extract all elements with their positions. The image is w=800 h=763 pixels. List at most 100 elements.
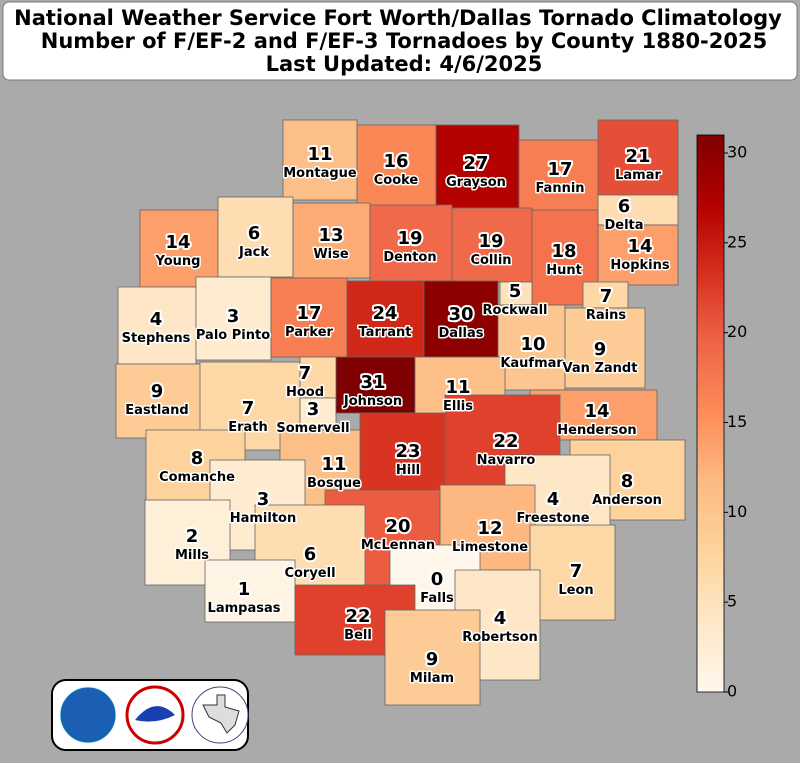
county-name: Bosque (307, 476, 361, 491)
county-name: Milam (410, 671, 454, 686)
county-value: 16 (383, 151, 408, 172)
county-name: Hunt (546, 263, 582, 278)
county-value: 12 (477, 518, 502, 539)
county (117, 286, 197, 365)
county-name: Rockwall (483, 303, 548, 318)
county-name: Somervell (276, 421, 349, 436)
colorbar-tick-label: 5 (727, 592, 737, 611)
county-name: Kaufman (500, 356, 565, 371)
county-name: Falls (420, 591, 454, 606)
county-value: 9 (594, 339, 607, 360)
nws-logo-cloud (135, 706, 175, 722)
county (582, 281, 629, 309)
county-value: 9 (426, 649, 439, 670)
county-name: Parker (285, 325, 333, 340)
colorbar-tick-label: 15 (727, 412, 747, 431)
county-value: 3 (307, 399, 320, 420)
county-value: 6 (248, 223, 261, 244)
county-value: 11 (321, 454, 346, 475)
county-name: Denton (383, 250, 436, 265)
updated-note: Last Updated: 4/6/2025 (266, 52, 543, 76)
county-name: Navarro (477, 453, 536, 468)
county (497, 304, 566, 391)
county-name: Bell (344, 628, 372, 643)
county-value: 3 (227, 306, 240, 327)
county-name: Stephens (122, 331, 191, 346)
county-value: 9 (151, 381, 164, 402)
colorbar-tick-label: 25 (727, 232, 747, 251)
county-name: Grayson (446, 175, 506, 190)
county-name: Delta (604, 218, 643, 233)
county-value: 10 (520, 334, 545, 355)
county-name: Van Zandt (563, 361, 638, 376)
county-name: Hood (286, 385, 324, 400)
county-value: 27 (463, 153, 488, 174)
title-box (2, 1, 798, 81)
county-name: Henderson (557, 423, 636, 438)
county-name: Tarrant (358, 325, 411, 340)
title: National Weather Service Fort Worth/Dall… (14, 6, 782, 30)
county-value: 0 (431, 569, 444, 590)
county-value: 3 (257, 489, 270, 510)
county-value: 7 (570, 561, 583, 582)
county-value: 5 (509, 281, 522, 302)
county (204, 559, 296, 623)
county (435, 124, 520, 209)
county-value: 14 (627, 236, 652, 257)
county-value: 7 (299, 363, 312, 384)
subtitle: Number of F/EF-2 and F/EF-3 Tornadoes by… (41, 29, 767, 53)
county-value: 8 (191, 448, 204, 469)
county-name: Young (155, 254, 201, 269)
county-value: 1 (238, 579, 251, 600)
county-value: 7 (600, 286, 613, 307)
county-value: 14 (165, 232, 190, 253)
county-name: Robertson (462, 630, 538, 645)
county-value: 17 (547, 159, 572, 180)
county-value: 30 (448, 304, 473, 325)
county (597, 119, 679, 196)
texas-shape (202, 694, 240, 734)
county-name: Eastland (125, 403, 188, 418)
county-name: Mills (175, 548, 209, 563)
county-name: Rains (586, 308, 626, 323)
county-value: 23 (395, 441, 420, 462)
county-value: 4 (150, 309, 163, 330)
county-value: 20 (385, 516, 410, 537)
county-value: 4 (547, 489, 560, 510)
county-value: 17 (296, 303, 321, 324)
county-name: Hill (396, 463, 420, 478)
colorbar-tick-label: 0 (727, 682, 737, 701)
county-name: Ellis (443, 399, 473, 414)
county (346, 280, 425, 358)
county-name: Limestone (452, 540, 528, 555)
county-name: Palo Pinto (196, 328, 270, 343)
county (139, 209, 219, 288)
county-value: 8 (621, 471, 634, 492)
county-name: Hamilton (230, 511, 297, 526)
county-name: Freestone (516, 511, 589, 526)
colorbar-tick-label: 30 (727, 142, 747, 161)
county-name: Johnson (343, 394, 402, 409)
county-name: Jack (238, 245, 269, 260)
colorbar-scale (696, 134, 725, 693)
county (335, 356, 416, 414)
county-name: Lampasas (208, 601, 281, 616)
county-name: Hopkins (610, 258, 669, 273)
noaa-logo (59, 686, 117, 744)
county (356, 124, 437, 206)
county-value: 4 (494, 608, 507, 629)
county-value: 19 (478, 231, 503, 252)
county (597, 194, 679, 226)
county (518, 139, 599, 216)
county-value: 24 (372, 303, 397, 324)
county (529, 524, 616, 621)
county-value: 6 (304, 544, 317, 565)
county-name: Dallas (439, 326, 484, 341)
county-value: 11 (307, 144, 332, 165)
county-value: 22 (345, 606, 370, 627)
county-value: 6 (618, 196, 631, 217)
county-name: Leon (558, 583, 593, 598)
county-name: Erath (228, 420, 268, 435)
county-value: 2 (186, 526, 199, 547)
